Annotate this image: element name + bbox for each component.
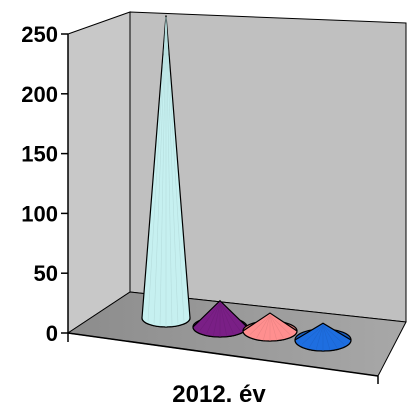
cone-shading (269, 314, 291, 336)
cone-shading (159, 17, 167, 327)
cone-shading (322, 325, 345, 345)
cone-shading (256, 314, 271, 339)
cone-shading (147, 17, 167, 322)
cone-shading (219, 302, 228, 337)
y-tick-label: 50 (34, 261, 58, 286)
cone-mark (242, 312, 298, 342)
y-axis: 0 50 100 150 200 250 (21, 22, 69, 346)
cone-shading (165, 17, 185, 322)
cone-shading (219, 302, 234, 335)
cone-shading (249, 314, 271, 336)
y-tick-label: 100 (21, 201, 58, 226)
cone-shading (301, 325, 324, 345)
cone-mark (141, 15, 191, 328)
cone-shading (219, 302, 241, 332)
cone-shading (153, 17, 167, 325)
cone-shading (165, 17, 173, 327)
x-axis-line (67, 332, 379, 377)
y-tick-label: 0 (46, 321, 58, 346)
cone-shading (315, 325, 324, 351)
cone-mark (294, 322, 352, 352)
cone-shading (322, 325, 338, 348)
cone-shading (269, 314, 278, 341)
cone-shading (206, 302, 221, 335)
category-label: 2012. év (172, 381, 266, 408)
cone-shading (322, 325, 331, 351)
cone-shading (165, 17, 179, 325)
cone-shading (212, 302, 221, 337)
cone-shading (262, 314, 271, 341)
cone-shading (308, 325, 324, 348)
y-tick-label: 250 (21, 22, 58, 47)
cones (141, 15, 352, 352)
side-wall (67, 11, 131, 334)
y-tick-label: 150 (21, 142, 58, 167)
cone-shading (199, 302, 221, 332)
cone-shading (269, 314, 284, 339)
y-tick-label: 200 (21, 82, 58, 107)
